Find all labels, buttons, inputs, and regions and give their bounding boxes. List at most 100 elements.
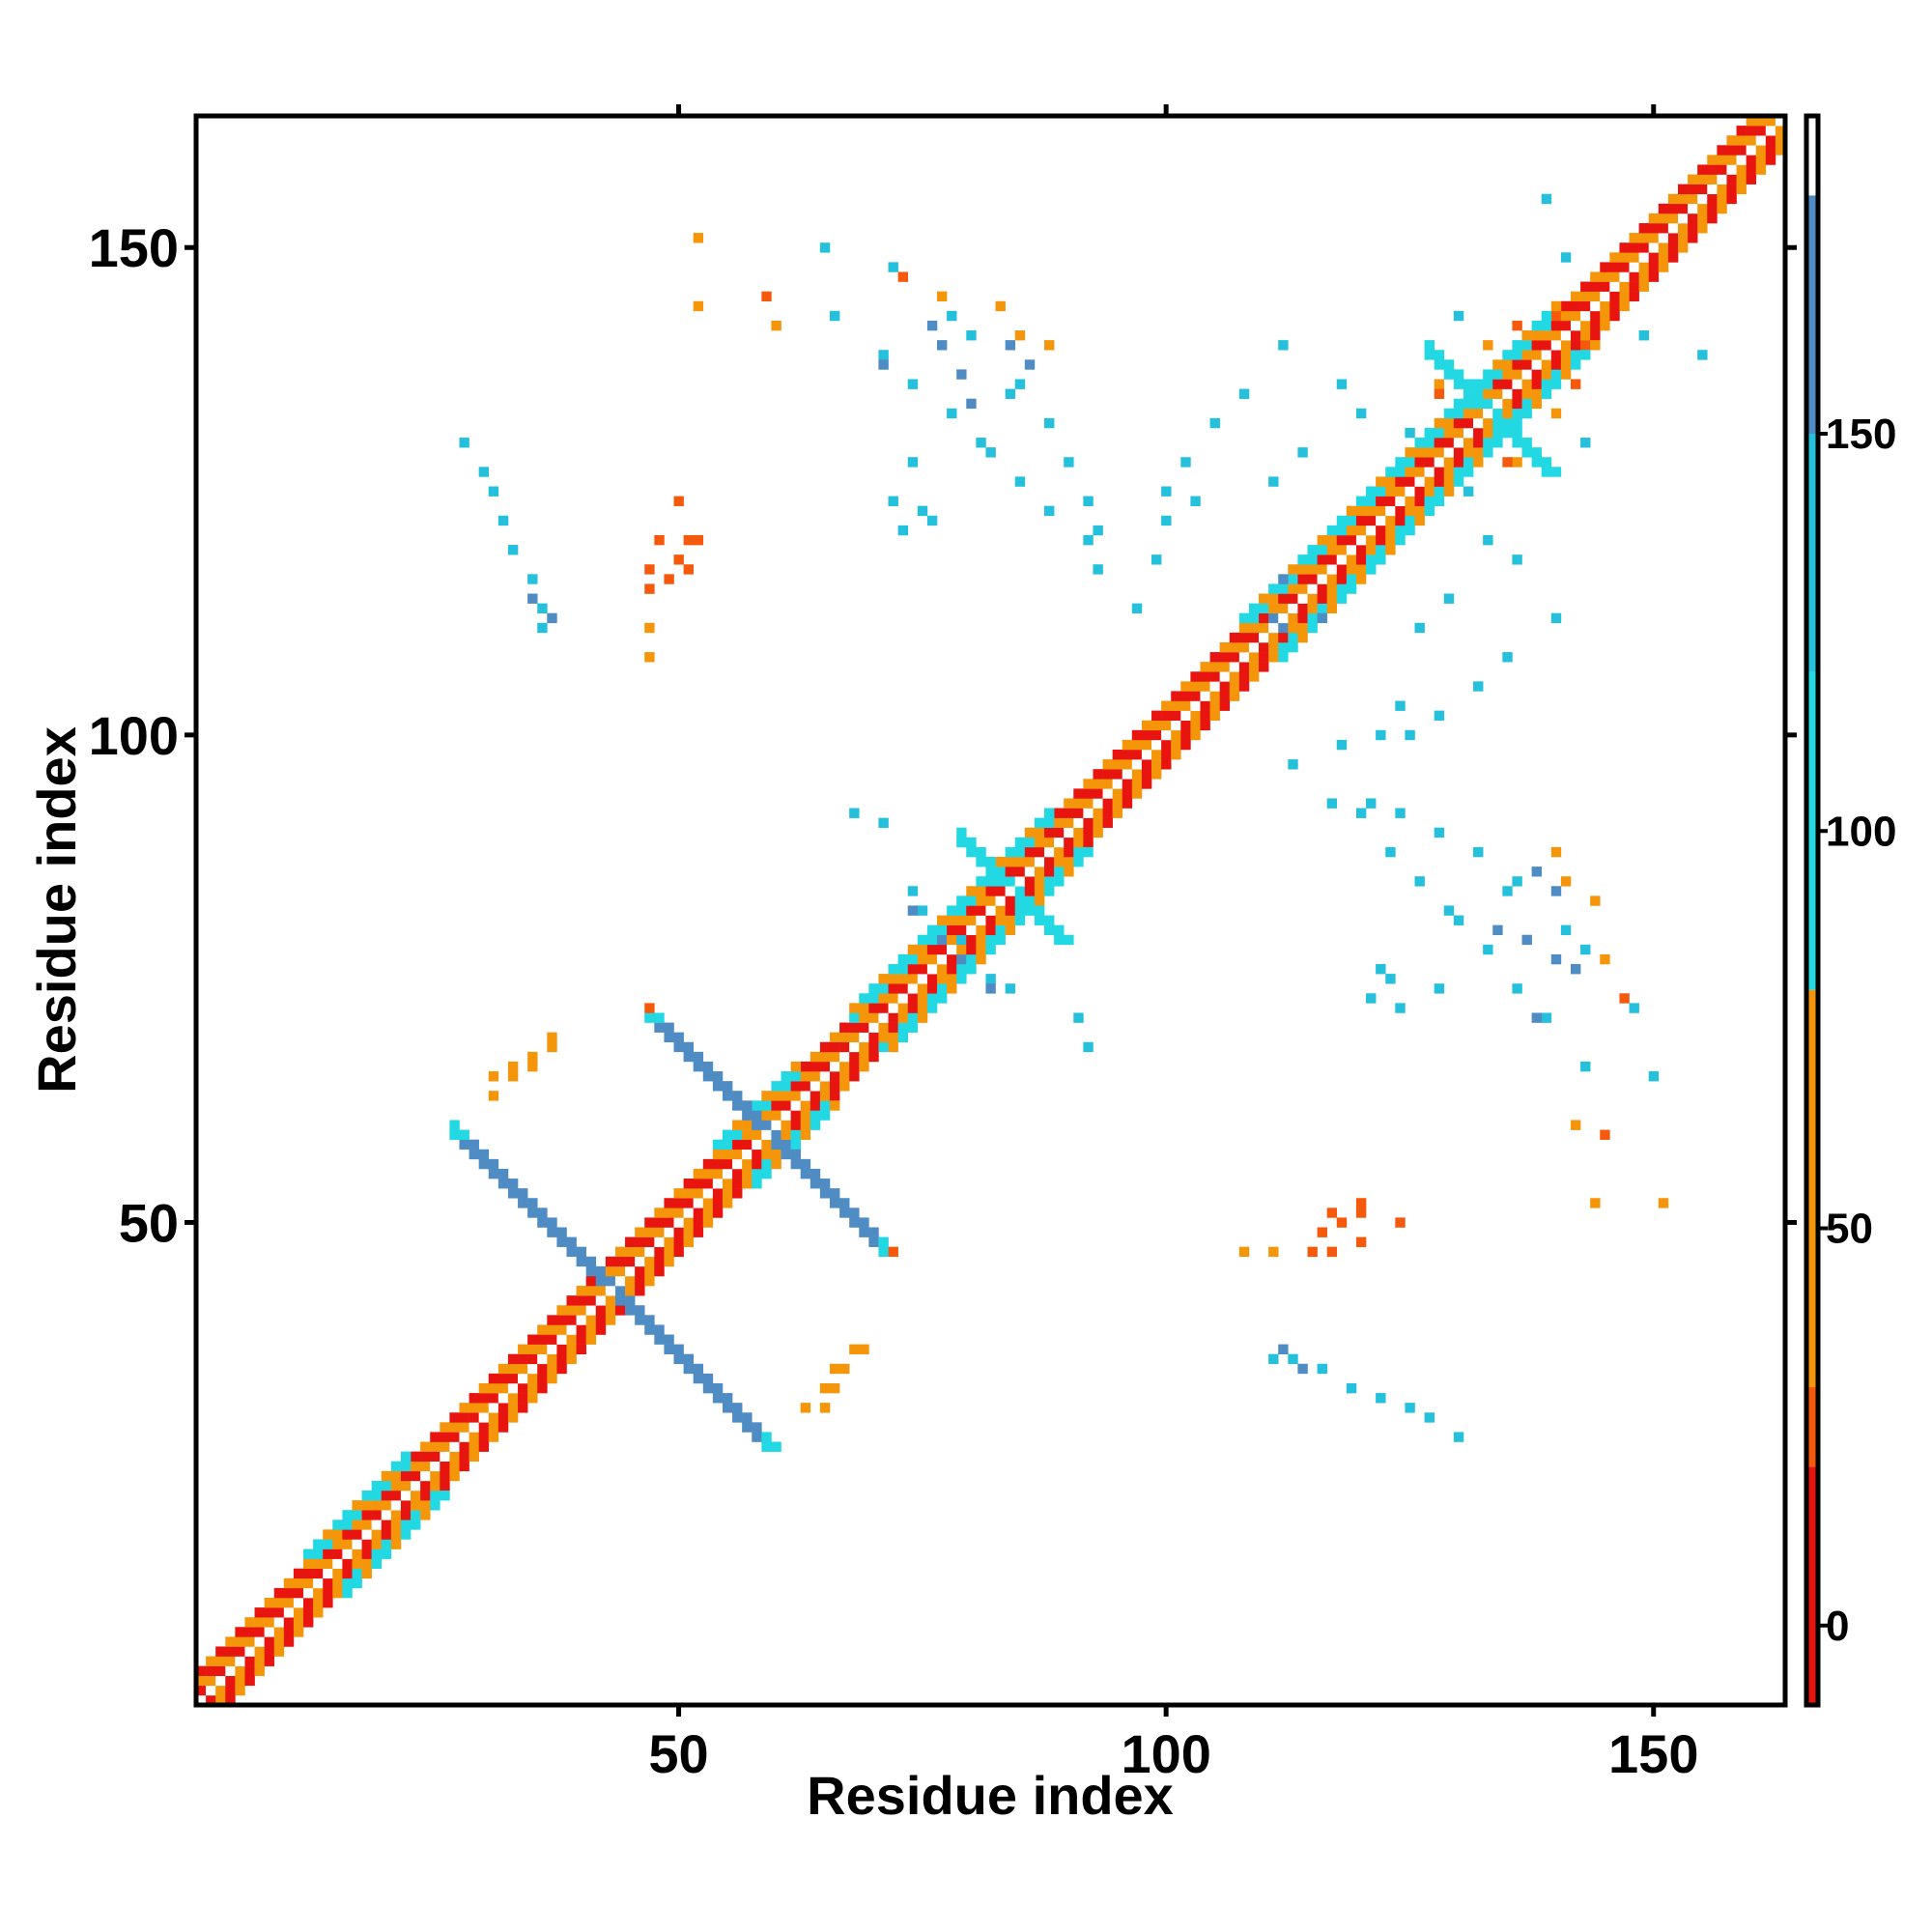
heatmap-cell	[1131, 759, 1143, 770]
heatmap-cell	[1366, 486, 1377, 497]
heatmap-cell	[507, 1179, 519, 1189]
heatmap-cell	[1180, 729, 1191, 741]
heatmap-cell	[420, 1451, 431, 1462]
heatmap-cell	[1473, 457, 1484, 468]
heatmap-cell	[449, 1120, 460, 1130]
heatmap-cell	[1560, 310, 1572, 322]
heatmap-cell	[1580, 281, 1591, 292]
heatmap-cell	[1746, 174, 1757, 185]
heatmap-cell	[1141, 749, 1152, 760]
heatmap-cell	[507, 1393, 519, 1404]
heatmap-cell	[244, 1656, 255, 1666]
heatmap-cell	[1385, 496, 1396, 506]
heatmap-cell	[1736, 184, 1747, 195]
heatmap-cell	[1073, 827, 1084, 838]
heatmap-cell	[926, 983, 938, 994]
heatmap-cell	[1434, 438, 1445, 448]
heatmap-cell	[956, 944, 967, 955]
heatmap-cell	[206, 1656, 216, 1666]
heatmap-cell	[1619, 262, 1630, 272]
heatmap-cell	[1550, 612, 1562, 624]
heatmap-cell	[527, 1393, 538, 1404]
heatmap-cell	[323, 1577, 333, 1589]
heatmap-cell	[244, 1646, 255, 1657]
heatmap-cell	[1443, 486, 1455, 497]
heatmap-cell	[693, 1227, 704, 1237]
heatmap-cell	[771, 1139, 781, 1151]
heatmap-cell	[1541, 457, 1552, 468]
heatmap-cell	[1697, 174, 1708, 185]
heatmap-cell	[1044, 856, 1055, 867]
heatmap-cell	[1463, 486, 1474, 497]
heatmap-cell	[800, 1100, 811, 1111]
heatmap-cell	[527, 1061, 538, 1072]
heatmap-cell	[352, 1577, 362, 1589]
heatmap-cell	[605, 1265, 616, 1277]
heatmap-cell	[1326, 1246, 1338, 1258]
heatmap-cell	[1638, 252, 1650, 263]
heatmap-cell	[1434, 359, 1445, 370]
heatmap-cell	[478, 1403, 490, 1413]
heatmap-cell	[1443, 467, 1455, 477]
heatmap-cell	[1453, 438, 1464, 448]
heatmap-cell	[1259, 632, 1269, 643]
heatmap-cell	[566, 1246, 577, 1258]
heatmap-cell	[1238, 652, 1250, 663]
heatmap-cell	[1600, 262, 1610, 272]
heatmap-cell	[1005, 867, 1016, 877]
heatmap-cell	[1434, 350, 1445, 360]
heatmap-cell	[1395, 515, 1406, 526]
heatmap-cell	[1600, 320, 1610, 331]
heatmap-cell	[1122, 788, 1133, 799]
heatmap-cell	[1609, 300, 1620, 312]
heatmap-cell	[771, 1100, 781, 1111]
heatmap-cell	[1512, 350, 1522, 360]
heatmap-cell	[956, 974, 967, 984]
heatmap-cell	[966, 330, 977, 341]
heatmap-cell	[566, 1324, 577, 1335]
heatmap-cell	[332, 1548, 343, 1559]
heatmap-cell	[1483, 408, 1493, 419]
heatmap-cell	[430, 1441, 440, 1452]
heatmap-cell	[430, 1500, 440, 1511]
heatmap-cell	[868, 1041, 879, 1053]
heatmap-cell	[547, 1334, 557, 1345]
heatmap-cell	[469, 1451, 479, 1462]
heatmap-cell	[1560, 320, 1572, 331]
heatmap-cell	[1307, 593, 1318, 604]
heatmap-cell	[1414, 486, 1425, 497]
heatmap-cell	[1093, 564, 1103, 575]
heatmap-cell	[595, 1315, 607, 1325]
heatmap-cell	[518, 1188, 528, 1199]
heatmap-cell	[683, 1051, 694, 1063]
heatmap-cell	[1093, 779, 1103, 789]
heatmap-cell	[859, 1032, 869, 1043]
x-tick-label: 150	[1608, 1723, 1698, 1784]
heatmap-cell	[926, 515, 938, 526]
heatmap-cell	[547, 1315, 557, 1325]
heatmap-cell	[1161, 739, 1172, 751]
heatmap-cell	[1619, 300, 1630, 312]
heatmap-cell	[1570, 291, 1581, 302]
heatmap-cell	[527, 1208, 538, 1218]
heatmap-cell	[566, 1295, 577, 1306]
heatmap-cell	[702, 1188, 714, 1199]
heatmap-cell	[1112, 769, 1123, 780]
heatmap-cell	[1200, 662, 1210, 672]
heatmap-cell	[488, 486, 499, 497]
heatmap-cell	[1483, 447, 1493, 458]
heatmap-cell	[585, 1256, 597, 1267]
heatmap-cell	[1492, 417, 1503, 429]
heatmap-cell	[1463, 417, 1474, 429]
heatmap-cell	[1112, 779, 1123, 789]
heatmap-cell	[712, 1081, 724, 1092]
heatmap-cell	[1531, 1012, 1542, 1023]
heatmap-cell	[1609, 252, 1620, 263]
heatmap-cell	[800, 1158, 811, 1170]
heatmap-cell	[976, 886, 986, 896]
heatmap-cell	[1629, 252, 1639, 263]
heatmap-cell	[488, 1071, 499, 1082]
heatmap-cell	[1190, 710, 1201, 721]
heatmap-cell	[976, 856, 986, 867]
heatmap-cell	[995, 915, 1006, 925]
